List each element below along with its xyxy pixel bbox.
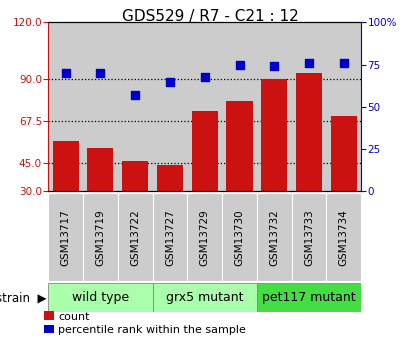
Legend: count, percentile rank within the sample: count, percentile rank within the sample	[39, 307, 250, 339]
Bar	[226, 101, 252, 191]
Text: GSM13729: GSM13729	[200, 209, 210, 266]
Text: GDS529 / R7 - C21 : 12: GDS529 / R7 - C21 : 12	[122, 9, 298, 23]
Bar	[326, 22, 361, 191]
Text: GSM13719: GSM13719	[95, 209, 105, 266]
Text: pet117 mutant: pet117 mutant	[262, 291, 356, 304]
Bar	[118, 22, 152, 191]
Text: GSM13733: GSM13733	[304, 209, 314, 266]
Bar	[83, 22, 118, 191]
Text: GSM13717: GSM13717	[60, 209, 71, 266]
Text: GSM13730: GSM13730	[234, 209, 244, 266]
Text: GSM13732: GSM13732	[269, 209, 279, 266]
Bar	[257, 284, 361, 312]
Bar	[157, 165, 183, 191]
Point	[341, 60, 347, 66]
Bar	[257, 22, 291, 191]
Bar	[152, 193, 187, 281]
Text: GSM13722: GSM13722	[130, 209, 140, 266]
Bar	[187, 193, 222, 281]
Bar	[48, 193, 83, 281]
Bar	[122, 161, 148, 191]
Point	[306, 60, 312, 66]
Text: wild type: wild type	[72, 291, 129, 304]
Bar	[83, 193, 118, 281]
Bar	[187, 22, 222, 191]
Bar	[222, 22, 257, 191]
Text: GSM13734: GSM13734	[339, 209, 349, 266]
Point	[97, 70, 104, 76]
Bar	[87, 148, 113, 191]
Point	[236, 62, 243, 68]
Point	[271, 63, 278, 69]
Bar	[48, 284, 152, 312]
Bar	[257, 193, 291, 281]
Bar	[152, 284, 257, 312]
Text: grx5 mutant: grx5 mutant	[166, 291, 244, 304]
Bar	[261, 79, 287, 191]
Bar	[52, 141, 79, 191]
Point	[62, 70, 69, 76]
Text: strain  ▶: strain ▶	[0, 291, 46, 304]
Bar	[48, 22, 83, 191]
Bar	[296, 73, 322, 191]
Bar	[291, 193, 326, 281]
Text: GSM13727: GSM13727	[165, 209, 175, 266]
Bar	[192, 111, 218, 191]
Bar	[152, 22, 187, 191]
Point	[202, 74, 208, 79]
Bar	[118, 193, 152, 281]
Point	[167, 79, 173, 84]
Bar	[326, 193, 361, 281]
Bar	[222, 193, 257, 281]
Point	[132, 92, 139, 98]
Bar	[291, 22, 326, 191]
Bar	[331, 116, 357, 191]
